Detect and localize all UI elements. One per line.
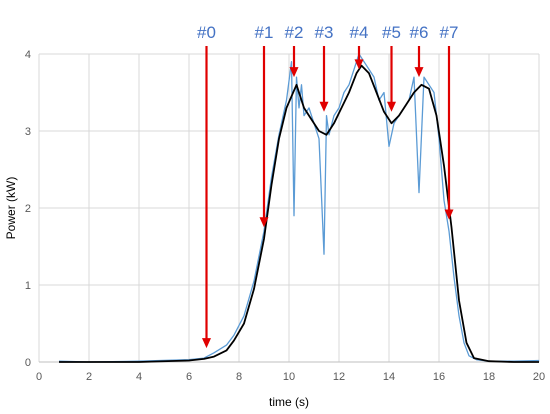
y-axis-title: Power (kW) <box>4 177 18 240</box>
annotation-arrows: #0 #1 #2 #3 #4 #5 #6 #7 <box>197 23 459 349</box>
x-tick-label: 10 <box>283 371 295 383</box>
annotation-arrow-head <box>414 67 424 78</box>
smoothed-series <box>59 64 539 363</box>
x-axis-title: time (s) <box>269 395 309 409</box>
y-tick-label: 4 <box>25 49 31 61</box>
annotation-n7: #7 <box>440 23 459 220</box>
annotation-label: #5 <box>382 23 401 42</box>
annotation-n6: #6 <box>410 23 429 78</box>
annotation-label: #2 <box>285 23 304 42</box>
annotation-label: #4 <box>350 23 369 42</box>
annotation-label: #1 <box>255 23 274 42</box>
y-tick-label: 3 <box>25 126 31 138</box>
raw-series-line <box>58 53 540 363</box>
y-tick-label: 0 <box>25 357 31 369</box>
annotation-n5: #5 <box>382 23 401 112</box>
smoothed-series-line <box>59 64 539 363</box>
annotation-label: #3 <box>315 23 334 42</box>
x-tick-label: 6 <box>186 371 192 383</box>
annotation-n3: #3 <box>315 23 334 112</box>
annotation-label: #0 <box>197 23 216 42</box>
x-tick-labels: 0 2 4 6 8 10 12 14 16 18 20 <box>36 371 545 383</box>
annotation-arrow-head <box>354 59 364 70</box>
x-tick-label: 8 <box>236 371 242 383</box>
annotation-n4: #4 <box>350 23 369 70</box>
y-tick-label: 1 <box>25 280 31 292</box>
annotation-n0: #0 <box>197 23 216 349</box>
annotation-arrow-head <box>444 209 454 220</box>
x-tick-label: 20 <box>533 371 545 383</box>
x-tick-label: 18 <box>483 371 495 383</box>
annotation-label: #7 <box>440 23 459 42</box>
x-tick-label: 12 <box>333 371 345 383</box>
x-tick-label: 14 <box>383 371 395 383</box>
annotation-arrow-head <box>387 101 396 112</box>
annotation-arrow-head <box>319 101 329 112</box>
x-tick-label: 4 <box>136 371 142 383</box>
x-tick-label: 16 <box>433 371 445 383</box>
annotation-label: #6 <box>410 23 429 42</box>
x-tick-label: 0 <box>36 371 42 383</box>
annotation-n2: #2 <box>285 23 304 78</box>
y-tick-label: 2 <box>25 203 31 215</box>
annotation-n1: #1 <box>255 23 274 228</box>
annotation-arrow-head <box>202 338 211 349</box>
raw-series <box>58 53 540 363</box>
annotation-arrow-head <box>259 217 269 228</box>
y-tick-labels: 0 1 2 3 4 <box>25 49 31 369</box>
annotation-arrow-head <box>289 67 299 78</box>
x-tick-label: 2 <box>86 371 92 383</box>
